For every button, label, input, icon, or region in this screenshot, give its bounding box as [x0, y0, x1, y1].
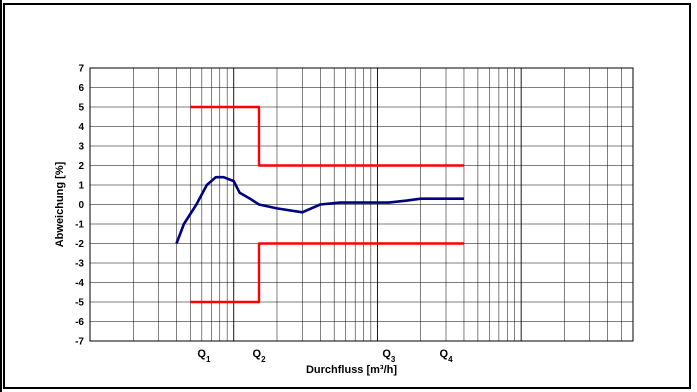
y-tick-label: -3: [75, 259, 84, 270]
outer-border-left: [0, 0, 2, 392]
x-tick-label: Q1: [197, 348, 211, 364]
y-tick-label: -7: [75, 337, 84, 348]
x-tick-label: Q2: [253, 348, 267, 364]
y-tick-label: 3: [78, 142, 84, 153]
y-tick-label: 5: [78, 103, 84, 114]
y-tick-label: -5: [75, 298, 84, 309]
lower-limit-line: [190, 242, 464, 304]
upper-limit-line: [190, 105, 464, 167]
y-tick-label: 7: [78, 64, 84, 75]
y-tick-label: -1: [75, 220, 84, 231]
y-tick-label: 2: [78, 161, 84, 172]
x-tick-labels: Q1 Q2 Q3 Q4: [197, 348, 453, 364]
y-tick-label: -4: [75, 278, 84, 289]
y-tick-label: 1: [78, 181, 84, 192]
y-tick-label: -6: [75, 317, 84, 328]
x-tick-label: Q4: [440, 348, 454, 364]
data-series: [175, 105, 464, 304]
y-axis-label: Abweichung [%]: [54, 161, 66, 247]
plot-border: [89, 67, 634, 342]
y-tick-label: -2: [75, 239, 84, 250]
x-axis-label: Durchfluss [m³/h]: [306, 364, 397, 376]
y-tick-labels: 7 6 5 4 3 2 1 0 -1 -2 -3 -4 -5 -6 -7: [75, 64, 84, 348]
chart-frame: [3, 3, 691, 389]
y-tick-label: 4: [78, 122, 84, 133]
y-tick-label: 6: [78, 83, 84, 94]
y-tick-label: 0: [78, 200, 84, 211]
deviation-curve: [175, 175, 464, 244]
grid-lines: [89, 67, 634, 342]
x-tick-label: Q3: [382, 348, 396, 364]
